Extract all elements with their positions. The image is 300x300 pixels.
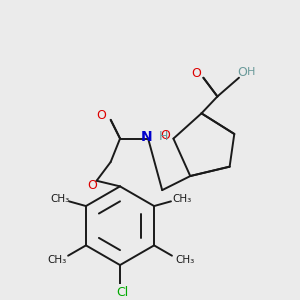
- Text: O: O: [96, 109, 106, 122]
- Text: O: O: [87, 179, 97, 192]
- Text: O: O: [160, 129, 170, 142]
- Text: H: H: [158, 130, 168, 143]
- Text: O: O: [237, 66, 247, 79]
- Text: CH₃: CH₃: [176, 255, 195, 266]
- Text: CH₃: CH₃: [172, 194, 192, 204]
- Text: CH₃: CH₃: [47, 255, 67, 266]
- Text: CH₃: CH₃: [50, 194, 69, 204]
- Text: H: H: [247, 67, 255, 77]
- Text: Cl: Cl: [116, 286, 128, 299]
- Text: N: N: [140, 130, 152, 144]
- Text: O: O: [191, 67, 201, 80]
